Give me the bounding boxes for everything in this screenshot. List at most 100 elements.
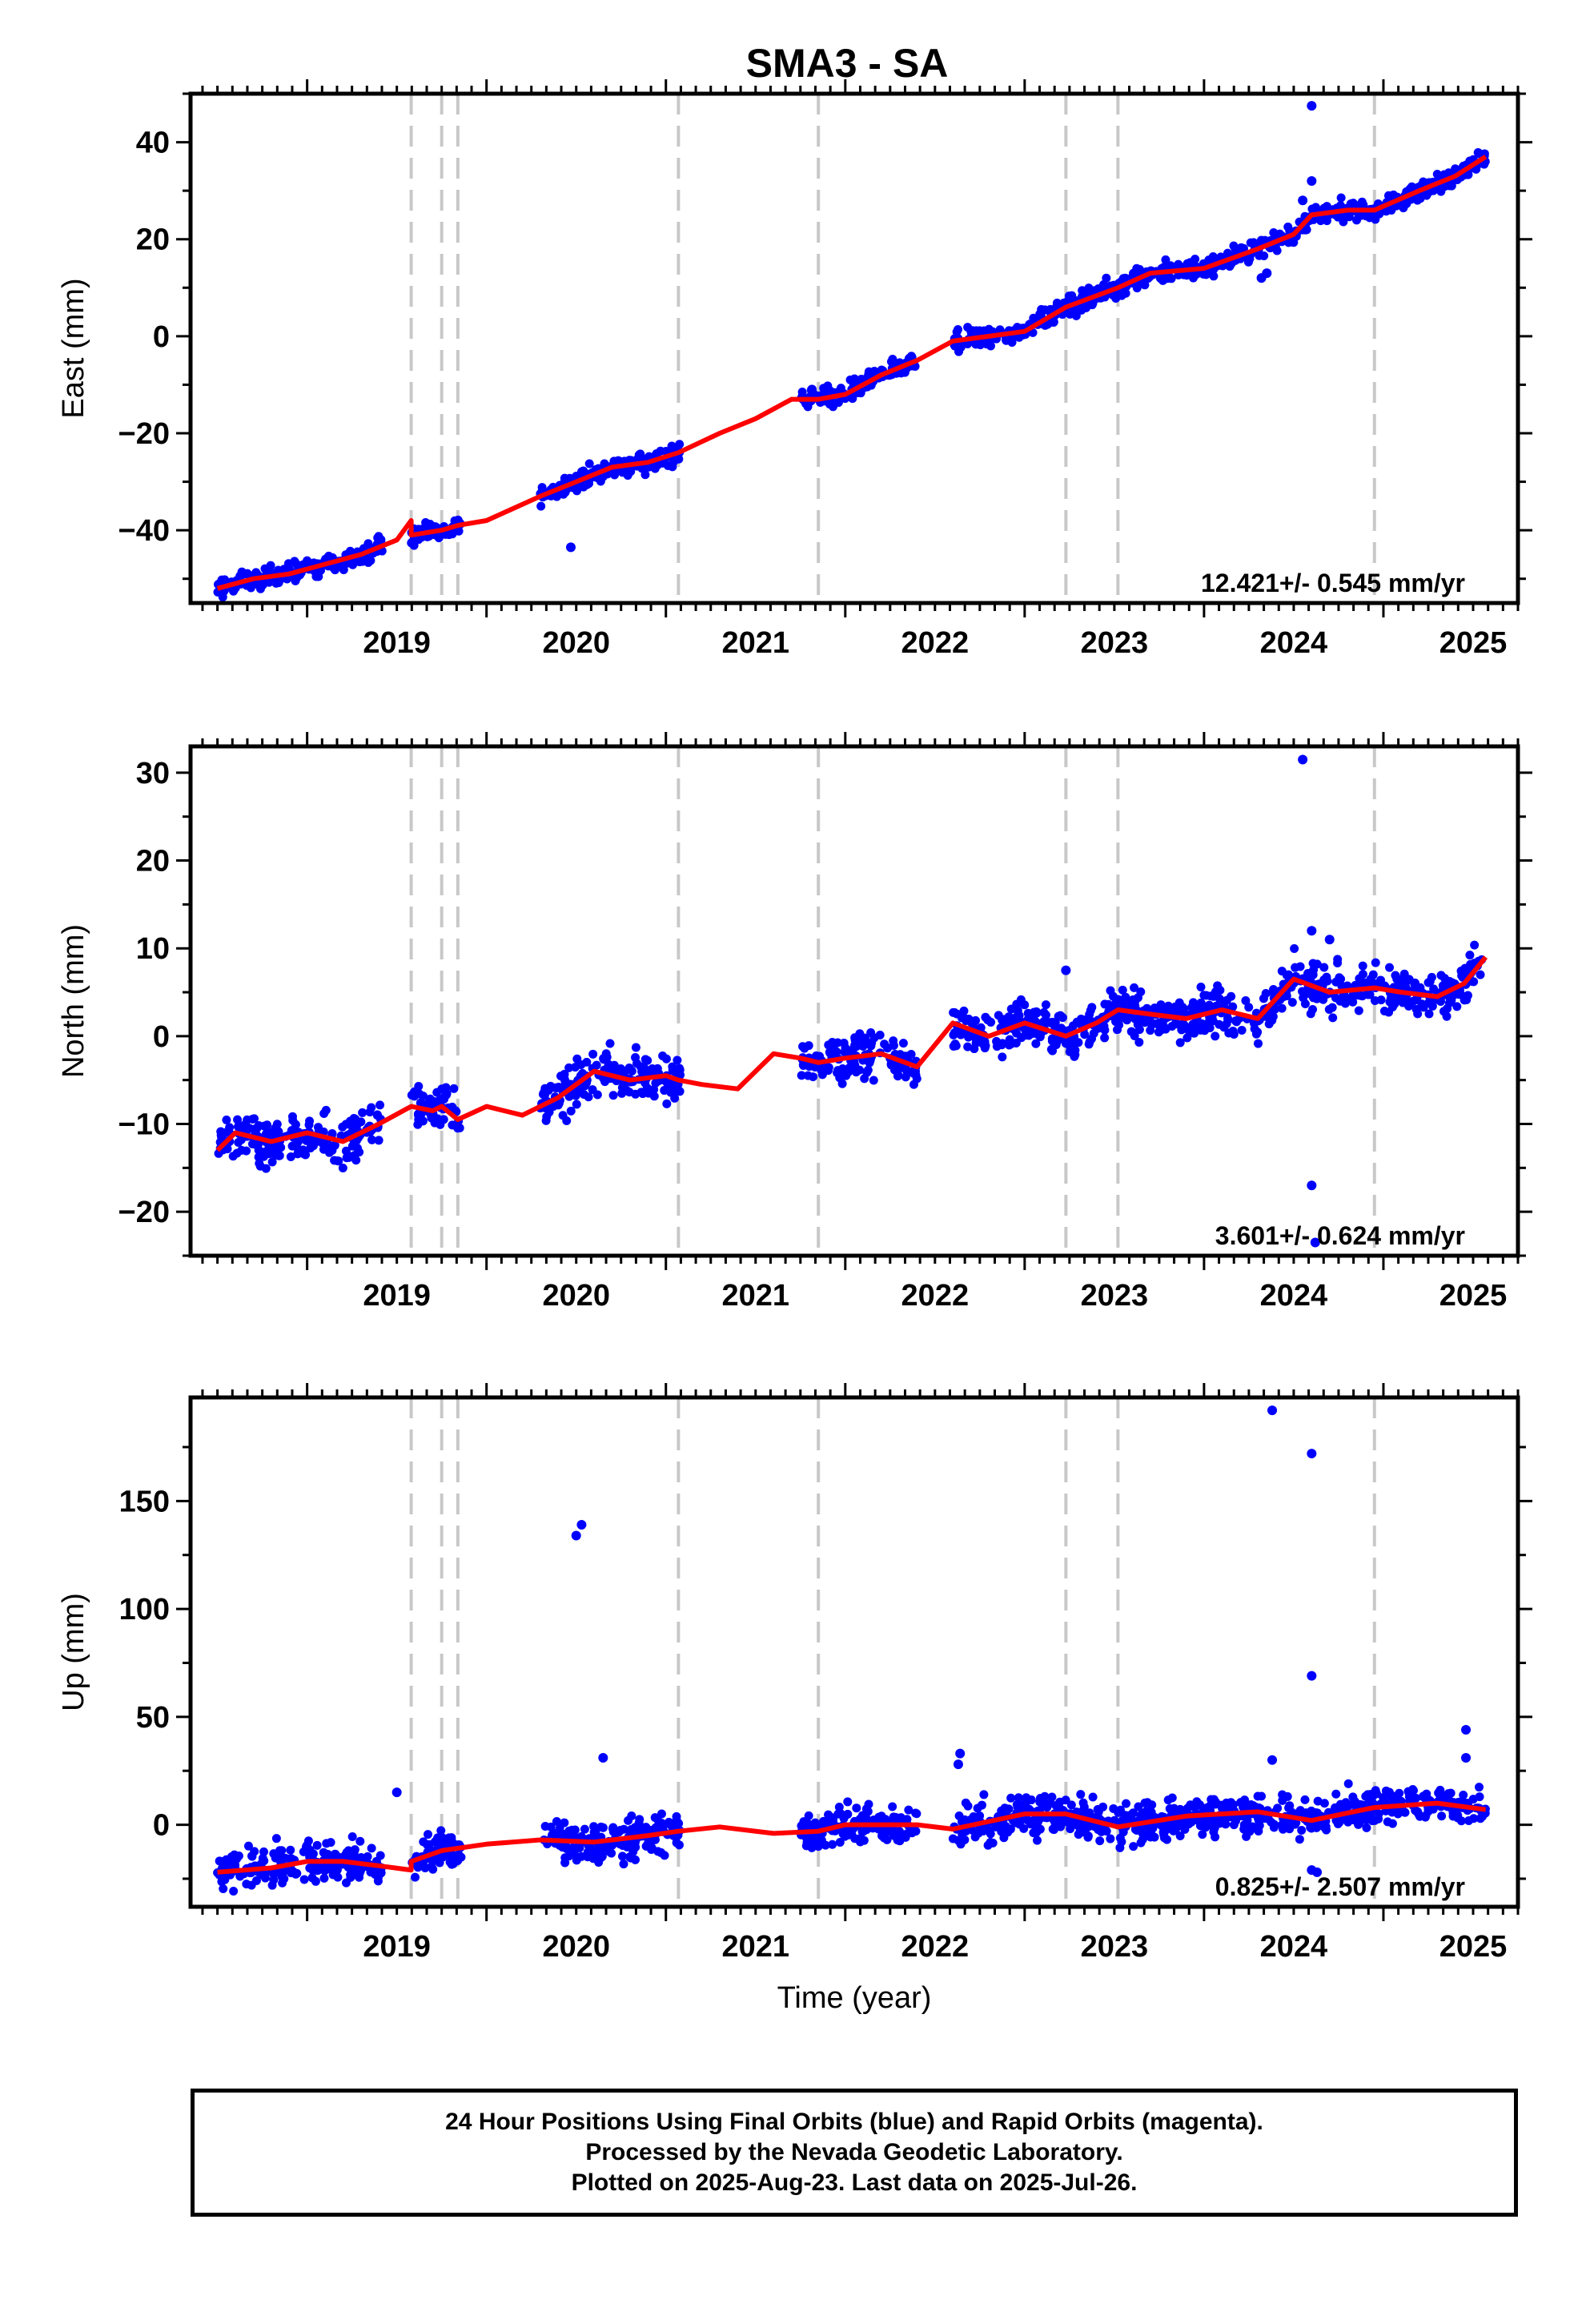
data-point xyxy=(218,593,227,602)
data-point xyxy=(1167,1793,1177,1803)
data-point xyxy=(1161,255,1170,264)
data-point xyxy=(232,1148,242,1158)
data-point xyxy=(1114,1020,1124,1030)
data-point xyxy=(1122,1799,1131,1808)
data-point xyxy=(1277,1003,1287,1013)
data-point xyxy=(347,1120,356,1130)
data-point xyxy=(243,1115,252,1124)
data-point xyxy=(1158,273,1168,283)
data-point xyxy=(1259,251,1269,260)
data-point xyxy=(1355,991,1364,1000)
data-point xyxy=(1032,1835,1042,1845)
data-point xyxy=(1146,1026,1155,1035)
data-point xyxy=(425,1094,435,1104)
data-point xyxy=(1290,943,1299,953)
data-point xyxy=(437,1084,447,1094)
data-point xyxy=(1383,1817,1392,1827)
data-point xyxy=(1319,963,1329,972)
data-point xyxy=(973,1828,982,1838)
data-point xyxy=(235,1872,245,1881)
data-point xyxy=(560,488,570,497)
data-point xyxy=(1358,961,1367,971)
data-point xyxy=(1411,1004,1421,1014)
data-point xyxy=(259,1121,269,1131)
data-point xyxy=(1134,1037,1144,1047)
x-tick-label: 2023 xyxy=(1081,1279,1149,1313)
data-point xyxy=(275,1151,284,1160)
data-point xyxy=(1300,1795,1310,1804)
data-point xyxy=(358,1108,367,1117)
data-point xyxy=(824,1040,833,1050)
data-point-outlier xyxy=(1310,1237,1320,1248)
data-point xyxy=(598,1823,608,1832)
data-point xyxy=(1071,311,1081,320)
data-point xyxy=(1047,1017,1057,1027)
data-point xyxy=(673,1055,682,1065)
data-point xyxy=(619,1824,628,1834)
plot-frame xyxy=(188,1395,1520,1909)
data-point xyxy=(1299,993,1308,1003)
data-point xyxy=(1470,940,1480,950)
data-point-outlier xyxy=(571,1530,581,1541)
data-point xyxy=(224,1127,234,1136)
data-point xyxy=(1171,1019,1181,1028)
data-point xyxy=(1184,1026,1194,1035)
data-point xyxy=(1188,1019,1198,1029)
data-point xyxy=(1256,235,1266,245)
data-point xyxy=(1354,1819,1363,1829)
data-point xyxy=(1240,1795,1250,1805)
data-point xyxy=(1242,1831,1251,1841)
data-point xyxy=(594,1857,604,1867)
data-point xyxy=(536,501,546,511)
data-point xyxy=(618,1852,628,1861)
data-point xyxy=(1061,1795,1070,1805)
data-point xyxy=(1249,1019,1259,1028)
y-axis-label: Up (mm) xyxy=(57,1593,90,1711)
y-tick-label: 20 xyxy=(136,223,170,257)
data-point xyxy=(1219,1023,1229,1032)
data-point xyxy=(1078,1798,1088,1807)
data-point xyxy=(893,1072,902,1081)
data-point xyxy=(1076,1790,1086,1799)
data-point xyxy=(1279,1822,1288,1831)
x-tick-label: 2023 xyxy=(1081,626,1149,660)
data-point xyxy=(1034,1028,1044,1038)
data-point-outlier xyxy=(1307,176,1317,187)
data-point xyxy=(1475,1783,1484,1792)
data-point xyxy=(347,1832,357,1842)
figure-title: SMA3 - SA xyxy=(746,41,949,86)
data-point xyxy=(1221,1819,1231,1829)
x-tick-label: 2022 xyxy=(901,1930,970,1964)
data-point xyxy=(299,560,308,569)
data-point xyxy=(1452,1002,1462,1011)
data-point xyxy=(237,570,247,580)
data-point xyxy=(808,388,817,398)
data-point xyxy=(287,1141,297,1151)
data-point xyxy=(1060,1816,1070,1826)
data-point xyxy=(572,1856,581,1865)
data-point xyxy=(1408,1786,1418,1795)
data-point-outlier xyxy=(1307,926,1317,936)
data-point xyxy=(355,1872,364,1882)
data-point xyxy=(549,1828,559,1838)
data-point xyxy=(1328,1013,1338,1023)
y-axis-label: North (mm) xyxy=(57,924,90,1078)
y-tick-label: −20 xyxy=(118,417,170,451)
data-point xyxy=(351,1156,361,1165)
data-point xyxy=(1319,1799,1329,1808)
data-point xyxy=(1196,982,1206,991)
fit-line xyxy=(215,955,1488,1152)
data-point xyxy=(374,1136,383,1145)
data-point xyxy=(1159,1830,1169,1839)
data-point xyxy=(603,1844,612,1854)
data-point xyxy=(259,1847,268,1856)
data-point xyxy=(631,1043,640,1052)
data-point xyxy=(1319,1822,1329,1831)
data-point xyxy=(1134,1802,1143,1811)
data-point xyxy=(1047,1036,1057,1046)
x-tick-label: 2020 xyxy=(542,1930,610,1964)
data-point xyxy=(436,1826,446,1835)
data-point xyxy=(558,1111,568,1120)
data-point xyxy=(618,1068,628,1077)
